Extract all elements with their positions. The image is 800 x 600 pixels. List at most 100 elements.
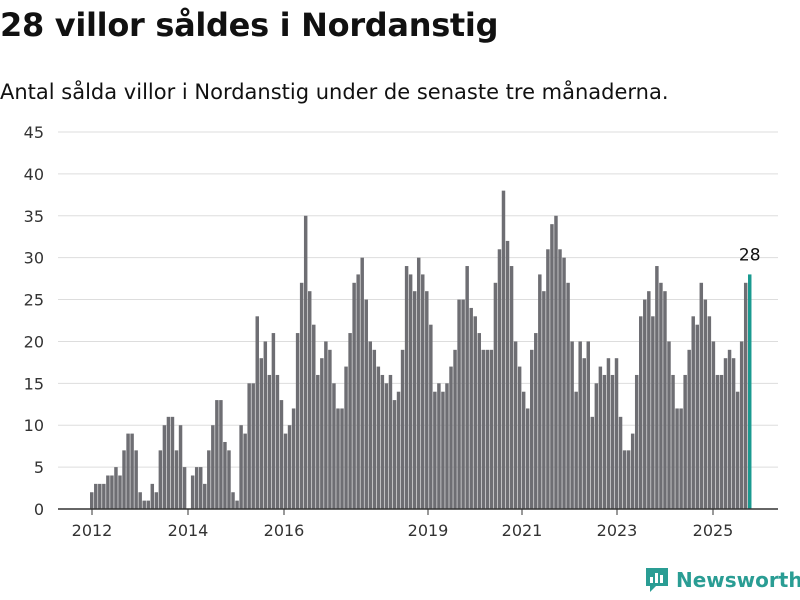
bar	[134, 450, 138, 509]
bar	[449, 366, 453, 509]
bar	[166, 416, 171, 509]
newsworthy-logo: Newsworthy	[644, 566, 800, 594]
bar	[126, 433, 130, 509]
bar	[255, 316, 259, 509]
bar	[408, 274, 413, 509]
chart-subtitle: Antal sålda villor i Nordanstig under de…	[0, 80, 669, 104]
bar	[182, 467, 187, 509]
bar	[562, 257, 566, 509]
bar	[630, 433, 635, 509]
bar	[203, 483, 207, 509]
bar	[138, 492, 142, 509]
bar	[263, 341, 268, 509]
bar	[437, 383, 441, 509]
bar	[154, 492, 159, 509]
bar	[501, 190, 506, 509]
bar	[110, 475, 114, 509]
bar	[207, 450, 211, 509]
bar	[493, 282, 498, 509]
bar	[429, 324, 433, 509]
y-tick-label: 35	[24, 207, 44, 226]
bar	[453, 349, 457, 509]
bar-chart-logo-icon	[646, 568, 668, 592]
bar	[743, 282, 748, 509]
y-tick-label: 15	[24, 374, 44, 393]
bar	[675, 408, 679, 509]
bar	[198, 467, 203, 509]
bar	[711, 341, 716, 509]
bar	[651, 316, 655, 509]
bar	[344, 366, 348, 509]
x-tick-label: 2019	[408, 521, 449, 540]
bar	[691, 316, 695, 509]
bar	[558, 249, 562, 510]
bar	[400, 349, 405, 509]
bar	[328, 349, 332, 509]
bar	[606, 358, 611, 509]
bar	[312, 324, 316, 509]
bar	[461, 299, 465, 509]
bar	[219, 400, 223, 509]
y-tick-label: 20	[24, 332, 44, 351]
bar	[303, 215, 308, 509]
bar	[647, 291, 651, 509]
bar	[150, 483, 155, 509]
bar	[457, 299, 461, 509]
x-tick-label: 2023	[597, 521, 638, 540]
bar	[158, 450, 163, 509]
bar	[194, 467, 199, 509]
bar	[279, 400, 284, 509]
bar	[295, 333, 300, 509]
bar	[320, 358, 324, 509]
bar	[534, 333, 538, 509]
bar	[267, 374, 272, 509]
bar	[162, 425, 167, 509]
bar	[610, 374, 615, 509]
bar	[227, 450, 231, 509]
y-tick-label: 25	[24, 291, 44, 310]
bar	[324, 341, 328, 509]
bar	[626, 450, 631, 509]
bar	[190, 475, 195, 509]
bar	[299, 282, 304, 509]
bar	[566, 282, 570, 509]
bar	[525, 408, 530, 509]
bar	[372, 349, 377, 509]
bar	[671, 374, 675, 509]
bar	[106, 475, 110, 509]
bar	[348, 333, 352, 509]
chart-title: 28 villor såldes i Nordanstig	[0, 6, 499, 44]
bar	[388, 374, 393, 509]
bar	[170, 416, 175, 509]
bar	[655, 266, 659, 509]
bar	[174, 450, 179, 509]
bar	[731, 358, 736, 509]
bar	[546, 249, 550, 510]
bar	[719, 374, 724, 509]
bar	[578, 341, 582, 509]
bar	[380, 374, 385, 509]
bar	[291, 408, 296, 509]
bar	[396, 391, 401, 509]
bar	[643, 299, 647, 509]
bar	[247, 383, 251, 509]
bar	[586, 341, 590, 509]
bar	[727, 349, 732, 509]
bar	[570, 341, 574, 509]
bar	[356, 274, 360, 509]
y-tick-label: 0	[34, 500, 44, 519]
bar	[667, 341, 671, 509]
bar	[283, 433, 288, 509]
bar	[211, 425, 215, 509]
y-tick-label: 30	[24, 249, 44, 268]
bar	[550, 224, 554, 509]
bar	[469, 307, 473, 509]
x-tick-label: 2014	[168, 521, 209, 540]
bar	[622, 450, 627, 509]
bar	[421, 274, 425, 509]
bar	[251, 383, 255, 509]
bar	[618, 416, 623, 509]
bar	[287, 425, 292, 509]
bar	[465, 266, 469, 509]
